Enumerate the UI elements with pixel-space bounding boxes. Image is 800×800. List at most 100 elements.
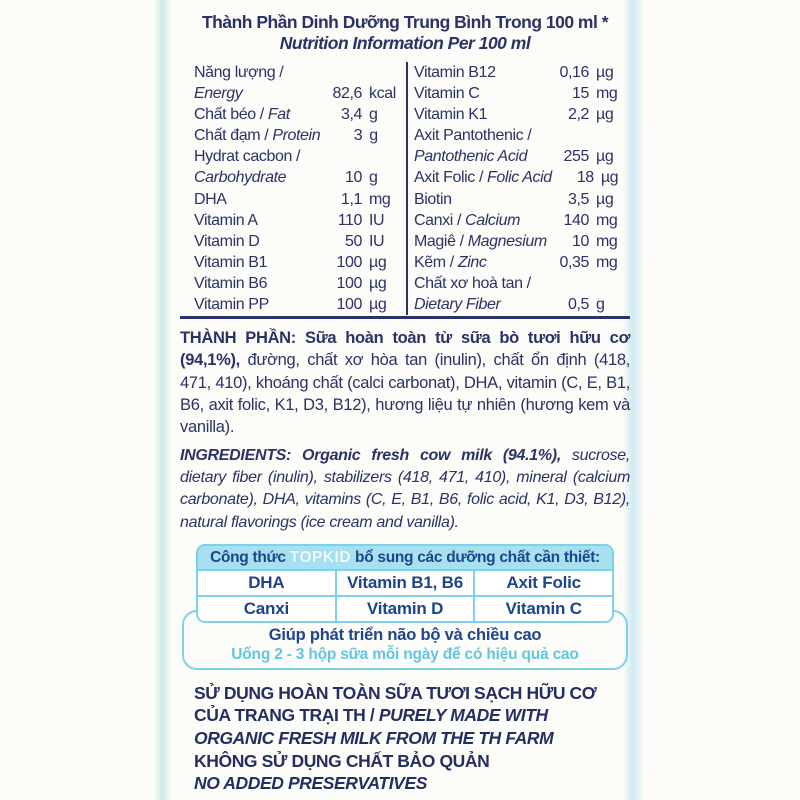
purity-statement: SỬ DỤNG HOÀN TOÀN SỮA TƯƠI SẠCH HỮU CƠ CỦ… <box>180 682 630 795</box>
ingredients-paragraph-vi: THÀNH PHẦN: Sữa hoàn toàn từ sữa bò tươi… <box>180 327 630 438</box>
nutrient-row: Kẽm / Zinc 0,35 mg <box>414 252 629 273</box>
nutrient-row: Vitamin A 110 IU <box>194 210 402 231</box>
nutrient-row: Vitamin PP 100 µg <box>194 294 402 315</box>
ingredients-heading-vi: THÀNH PHẦN: Sữa hoàn toàn từ sữa bò tươi… <box>180 329 630 370</box>
nutrient-value: 82,6 <box>332 85 362 103</box>
nutrient-row: Vitamin K1 2,2 µg <box>414 104 629 125</box>
nutrient-unit: IU <box>369 232 385 250</box>
nutrition-column-left: Năng lượng / Energy 82,6 kcal Chất béo / Fat… <box>180 62 406 315</box>
nutrient-row: Carbohydrate 10 g <box>194 167 402 188</box>
nutrient-unit <box>362 62 402 83</box>
statement-line: KHÔNG SỬ DỤNG CHẤT BẢO QUẢN <box>194 750 490 771</box>
nutrient-row: Vitamin B6 100 µg <box>194 273 402 294</box>
nutrient-row: Pantothenic Acid 255 µg <box>414 146 629 167</box>
nutrition-label-panel: Thành Phần Dinh Dưỡng Trung Bình Trong 1… <box>180 12 630 795</box>
nutrient-unit: g <box>596 296 605 314</box>
nutrition-column-right: Vitamin B12 0,16 µg Vitamin C 15 mg Vitamin K1… <box>406 62 630 316</box>
nutrition-facts-table: Năng lượng / Energy 82,6 kcal Chất béo / Fat… <box>180 62 630 316</box>
nutrient-name: Kẽm / Zinc <box>414 253 487 271</box>
nutrient-name: Chất xơ hoà tan / <box>414 274 531 292</box>
nutrient-row: Chất đạm / Protein 3 g <box>194 125 402 146</box>
nutrient-value: 110 <box>337 211 363 229</box>
nutrient-unit: g <box>369 127 378 145</box>
nutrient-unit: mg <box>369 190 391 208</box>
nutrient-unit: g <box>369 106 378 124</box>
topkid-nutrient-cell: Vitamin B1, B6 <box>334 568 474 595</box>
nutrient-name: Vitamin A <box>194 211 258 229</box>
nutrient-value: 3 <box>353 127 363 145</box>
nutrient-row: Vitamin B12 0,16 µg <box>414 62 629 83</box>
nutrient-name: Pantothenic Acid <box>414 148 528 166</box>
nutrient-unit: mg <box>596 232 618 250</box>
nutrient-value: 255 <box>563 148 590 166</box>
usage-recommendation-text: Uống 2 - 3 hộp sữa mỗi ngày để có hiệu q… <box>231 645 579 663</box>
statement-line: NO ADDED PRESERVATIVES <box>194 773 427 794</box>
nutrient-unit: µg <box>369 296 387 314</box>
nutrient-value: 18 <box>576 169 594 187</box>
nutrient-value <box>547 125 589 146</box>
nutrient-unit: mg <box>596 253 618 271</box>
nutrient-row: Canxi / Calcium 140 mg <box>414 210 629 231</box>
nutrient-unit: µg <box>369 274 387 292</box>
nutrient-value: 0,16 <box>559 64 589 81</box>
nutrient-row: Năng lượng / <box>194 62 402 83</box>
nutrient-name: Vitamin K1 <box>414 106 488 124</box>
nutrient-row: Vitamin C 15 mg <box>414 83 629 104</box>
nutrient-name: Hydrat cacbon / <box>194 148 301 166</box>
nutrient-unit: IU <box>369 211 385 229</box>
nutrient-unit: µg <box>369 253 387 271</box>
nutrition-title-vi: Thành Phần Dinh Dưỡng Trung Bình Trong 1… <box>201 12 609 32</box>
nutrient-value: 140 <box>563 211 590 229</box>
topkid-nutrient-cell: Vitamin C <box>473 594 612 621</box>
nutrient-value: 3,5 <box>567 190 589 208</box>
topkid-header-prefix: Công thức <box>210 548 290 566</box>
section-divider-rule <box>180 316 630 320</box>
topkid-header-suffix: bổ sung các dưỡng chất cần thiết: <box>351 548 600 566</box>
topkid-logo: TOPKID <box>289 548 352 566</box>
nutrient-name: Vitamin B12 <box>414 64 496 81</box>
nutrient-row: Biotin 3,5 µg <box>414 189 629 210</box>
nutrient-unit: µg <box>596 190 614 208</box>
topkid-nutrient-cell: Vitamin D <box>334 594 474 621</box>
topkid-table-row: Canxi Vitamin D Vitamin C <box>198 594 612 621</box>
nutrient-value: 100 <box>336 253 363 271</box>
nutrient-value: 0,35 <box>559 253 589 271</box>
nutrient-name: Biotin <box>414 190 452 208</box>
topkid-table-body: DHA Vitamin B1, B6 Axit Folic Canxi Vitamin … <box>198 568 612 621</box>
nutrient-name: Vitamin D <box>194 232 260 250</box>
topkid-nutrient-cell: DHA <box>198 568 335 595</box>
nutrient-row: Energy 82,6 kcal <box>194 83 402 104</box>
nutrient-unit: kcal <box>369 85 396 103</box>
nutrition-title-en: Nutrition Information Per 100 ml <box>279 33 531 53</box>
nutrient-name: Vitamin PP <box>194 296 269 314</box>
nutrient-unit <box>589 273 629 294</box>
nutrient-row: Dietary Fiber 0,5 g <box>414 294 629 315</box>
nutrient-name: Vitamin C <box>414 85 480 103</box>
nutrient-unit: mg <box>596 85 618 103</box>
nutrient-unit <box>362 146 402 167</box>
nutrient-name: Axit Folic / Folic Acid <box>414 169 552 187</box>
nutrient-value <box>320 146 362 167</box>
nutrient-name: Chất béo / Fat <box>194 106 290 124</box>
nutrient-row: Hydrat cacbon / <box>194 146 402 167</box>
carton-edge-left <box>154 0 172 800</box>
nutrient-row: Axit Pantothenic / <box>414 125 629 146</box>
nutrient-value: 100 <box>336 296 363 314</box>
topkid-nutrient-cell: Axit Folic <box>473 568 612 595</box>
nutrient-value: 3,4 <box>340 106 362 124</box>
nutrient-value <box>547 273 589 294</box>
statement-line: SỬ DỤNG HOÀN TOÀN SỮA TƯƠI SẠCH HỮU CƠ <box>194 682 597 703</box>
nutrient-row: Chất béo / Fat 3,4 g <box>194 104 402 125</box>
nutrient-value: 10 <box>572 232 589 250</box>
nutrient-value: 0,5 <box>567 296 589 314</box>
nutrient-name: Dietary Fiber <box>414 296 501 314</box>
nutrient-row: Vitamin B1 100 µg <box>194 252 402 273</box>
ingredients-body-vi: đường, chất xơ hòa tan (inulin), chất ổn… <box>180 351 630 437</box>
nutrient-row: Magiê / Magnesium 10 mg <box>414 231 629 252</box>
nutrient-value <box>320 62 362 83</box>
ingredients-paragraph-en: INGREDIENTS: Organic fresh cow milk (94.… <box>180 445 630 534</box>
topkid-table-header: Công thức TOPKID bổ sung các dưỡng chất … <box>198 545 612 569</box>
nutrient-name: Canxi / Calcium <box>414 211 521 229</box>
nutrient-value: 10 <box>345 169 362 187</box>
nutrient-name: Magiê / Magnesium <box>414 232 547 250</box>
